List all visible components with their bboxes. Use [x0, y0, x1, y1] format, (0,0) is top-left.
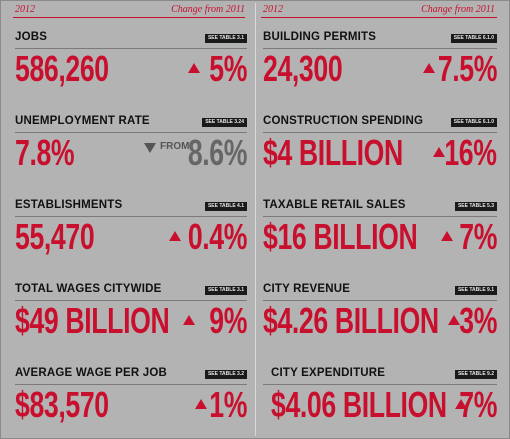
stat-label: TAXABLE RETAIL SALES: [263, 199, 406, 211]
from-label: FROM: [160, 141, 190, 152]
stat-rule: [15, 216, 247, 217]
see-table-badge[interactable]: SEE TABLE 3.24: [202, 118, 247, 127]
stat-rule: [263, 300, 497, 301]
stat-change: 7%: [459, 384, 497, 425]
stat-total-wages: TOTAL WAGES CITYWIDE SEE TABLE 3.1 $49 B…: [15, 283, 247, 363]
stat-value: $4 BILLION: [263, 132, 403, 173]
left-header-rule: [13, 17, 245, 18]
stat-value: $49 BILLION: [15, 300, 170, 341]
stat-rule: [263, 48, 497, 49]
right-year-header: 2012: [263, 4, 283, 15]
stat-value: 55,470: [15, 216, 95, 257]
left-change-header: Change from 2011: [171, 4, 245, 15]
stat-change: 7.5%: [437, 48, 498, 89]
see-table-badge[interactable]: SEE TABLE 9.1: [454, 286, 497, 295]
stat-building-permits: BUILDING PERMITS SEE TABLE 6.1.0 24,300 …: [263, 31, 497, 111]
stat-rule: [15, 300, 247, 301]
stat-label: TOTAL WAGES CITYWIDE: [15, 283, 162, 295]
stat-value: 24,300: [263, 48, 343, 89]
stat-average-wage: AVERAGE WAGE PER JOB SEE TABLE 3.2 $83,5…: [15, 367, 247, 438]
stat-value: 586,260: [15, 48, 109, 89]
stat-value: $4.26 BILLION: [263, 300, 439, 341]
see-table-badge[interactable]: SEE TABLE 6.1.0: [450, 118, 497, 127]
stat-label: BUILDING PERMITS: [263, 31, 377, 43]
see-table-badge[interactable]: SEE TABLE 5.3: [454, 202, 497, 211]
stat-label: JOBS: [15, 31, 48, 43]
stat-change: 0.4%: [187, 216, 248, 257]
see-table-badge[interactable]: SEE TABLE 4.1: [204, 202, 247, 211]
stat-value: $16 BILLION: [263, 216, 418, 257]
up-arrow-icon: [441, 231, 453, 241]
see-table-badge[interactable]: SEE TABLE 9.2: [454, 370, 497, 379]
see-table-badge[interactable]: SEE TABLE 3.1: [204, 286, 247, 295]
down-arrow-icon: [144, 143, 156, 153]
stat-unemployment-rate: UNEMPLOYMENT RATE SEE TABLE 3.24 7.8% FR…: [15, 115, 247, 195]
stat-city-expenditure: CITY EXPENDITURE SEE TABLE 9.2 $4.06 BIL…: [263, 367, 497, 438]
see-table-badge[interactable]: SEE TABLE 3.2: [204, 370, 247, 379]
right-change-header: Change from 2011: [421, 4, 495, 15]
up-arrow-icon: [169, 231, 181, 241]
stat-value: 7.8%: [15, 132, 75, 173]
stat-establishments: ESTABLISHMENTS SEE TABLE 4.1 55,470 0.4%: [15, 199, 247, 279]
stat-change: 5%: [209, 48, 247, 89]
stat-construction-spending: CONSTRUCTION SPENDING SEE TABLE 6.1.0 $4…: [263, 115, 497, 195]
stat-label: CITY REVENUE: [263, 283, 351, 295]
stat-label: CITY EXPENDITURE: [271, 367, 386, 379]
stat-taxable-retail-sales: TAXABLE RETAIL SALES SEE TABLE 5.3 $16 B…: [263, 199, 497, 279]
stat-change: 7%: [459, 216, 497, 257]
stat-city-revenue: CITY REVENUE SEE TABLE 9.1 $4.26 BILLION…: [263, 283, 497, 363]
up-arrow-icon: [448, 315, 460, 325]
up-arrow-icon: [455, 399, 467, 409]
left-year-header: 2012: [15, 4, 35, 15]
stat-rule: [15, 384, 247, 385]
stat-change: 3%: [459, 300, 497, 341]
up-arrow-icon: [183, 315, 195, 325]
stat-rule: [263, 216, 497, 217]
stat-label: ESTABLISHMENTS: [15, 199, 123, 211]
see-table-badge[interactable]: SEE TABLE 6.1.0: [450, 34, 497, 43]
up-arrow-icon: [195, 399, 207, 409]
stat-previous-value: 8.6%: [187, 132, 248, 173]
see-table-badge[interactable]: SEE TABLE 3.1: [204, 34, 247, 43]
stat-label: AVERAGE WAGE PER JOB: [15, 367, 168, 379]
stat-label: UNEMPLOYMENT RATE: [15, 115, 150, 127]
up-arrow-icon: [423, 63, 435, 73]
stat-rule: [263, 132, 497, 133]
stat-value: $4.06 BILLION: [271, 384, 447, 425]
stat-jobs: JOBS SEE TABLE 3.1 586,260 5%: [15, 31, 247, 111]
stat-change: 9%: [209, 300, 247, 341]
stat-change: 1%: [209, 384, 247, 425]
up-arrow-icon: [188, 63, 200, 73]
stat-rule: [15, 132, 247, 133]
stat-label: CONSTRUCTION SPENDING: [263, 115, 424, 127]
right-header-rule: [261, 17, 497, 18]
stat-value: $83,570: [15, 384, 109, 425]
stat-rule: [15, 48, 247, 49]
stat-rule: [263, 384, 497, 385]
column-divider: [255, 3, 256, 436]
stat-change: 16%: [444, 132, 498, 173]
up-arrow-icon: [433, 147, 445, 157]
